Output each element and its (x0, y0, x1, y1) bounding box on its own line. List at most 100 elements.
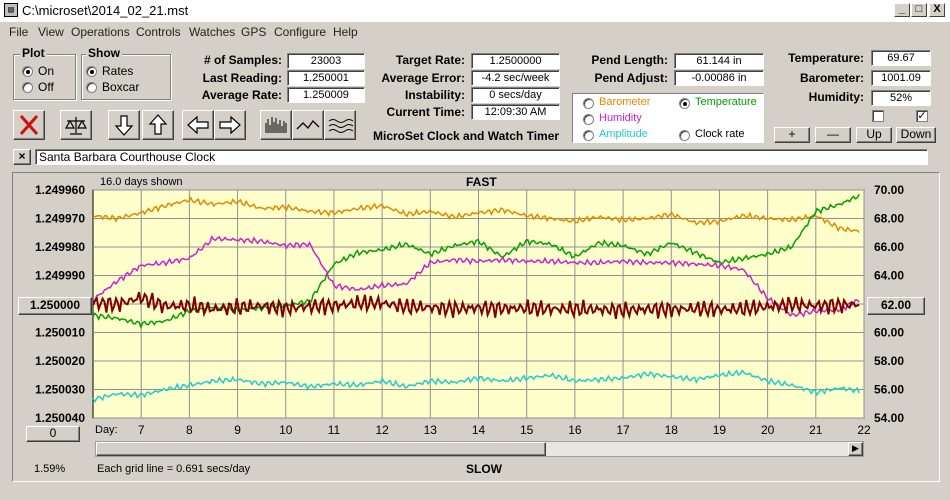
left-center-button[interactable]: 1.250000 (18, 297, 92, 315)
menu-controls[interactable]: Controls (136, 25, 181, 39)
right-center-button[interactable]: 62.00 (867, 297, 925, 315)
scale-up-button[interactable]: Up (856, 127, 892, 143)
left-tick-label: 1.249990 (35, 269, 85, 283)
window-title: C:\microset\2014_02_21.mst (22, 3, 189, 18)
humidity-radio[interactable] (583, 114, 594, 125)
barometer-label: Barometer: (799, 71, 864, 85)
right-tick-label: 68.00 (874, 212, 904, 226)
barometer-option[interactable]: Barometer (599, 96, 651, 108)
humidity-label: Humidity: (808, 90, 864, 104)
menu-view[interactable]: View (38, 25, 64, 39)
x-tick-label: 19 (713, 423, 727, 437)
env-checkbox-2[interactable]: ✓ (916, 110, 928, 122)
plot-group-title: Plot (20, 46, 47, 60)
samples-field: 23003 (287, 53, 365, 69)
left-tick-label: 1.250010 (35, 326, 85, 340)
app-caption: MicroSet Clock and Watch Timer (373, 129, 560, 143)
right-tick-label: 58.00 (874, 354, 904, 368)
temperature-field: 69.67 (871, 50, 931, 66)
line-view-button[interactable] (292, 110, 324, 140)
move-down-button[interactable] (108, 110, 140, 140)
x-tick-label: 18 (665, 423, 679, 437)
series-line-3 (92, 291, 860, 320)
percent-label: 1.59% (34, 463, 66, 475)
amplitude-option[interactable]: Amplitude (599, 128, 648, 140)
series-line-2 (92, 235, 860, 318)
target-rate-label: Target Rate: (395, 53, 465, 67)
menu-configure[interactable]: Configure (274, 25, 327, 39)
x-tick-label: 16 (568, 423, 582, 437)
clock-rate-radio[interactable] (679, 130, 690, 141)
days-shown-label: 16.0 days shown (100, 176, 183, 188)
bar-view-button[interactable] (260, 110, 292, 140)
left-tick-label: 1.249970 (35, 212, 85, 226)
show-boxcar-label: Boxcar (102, 80, 140, 94)
bottom-left-button[interactable]: 0 (26, 426, 80, 442)
temperature-label: Temperature: (788, 51, 864, 65)
menu-help[interactable]: Help (333, 25, 358, 39)
plot-frame (12, 172, 940, 482)
x-tick-label: 7 (138, 423, 145, 437)
target-rate-field[interactable]: 1.2500000 (471, 53, 560, 69)
right-tick-label: 54.00 (874, 411, 904, 425)
menu-gps[interactable]: GPS (241, 25, 267, 39)
left-tick-label: 1.249980 (35, 240, 85, 254)
scroll-right-arrow-icon[interactable]: ▶ (848, 442, 863, 456)
show-group (81, 54, 171, 100)
name-close-button[interactable]: × (13, 149, 31, 165)
menu-bar: File View Operations Controls Watches GP… (0, 22, 950, 42)
fast-label: FAST (466, 175, 497, 189)
arrow-down-icon (114, 115, 134, 136)
show-group-title: Show (86, 46, 122, 60)
scale-minus-button[interactable]: — (815, 127, 851, 143)
plot-off-label: Off (38, 80, 54, 94)
close-button[interactable]: X (929, 3, 945, 17)
barometer-radio[interactable] (583, 98, 594, 109)
stop-button[interactable] (13, 110, 45, 140)
scale-plus-button[interactable]: + (774, 127, 810, 143)
x-tick-label: 10 (279, 423, 293, 437)
env-checkbox-1[interactable] (872, 110, 884, 122)
horizontal-scrollbar[interactable]: ▶ (95, 441, 864, 457)
samples-label: # of Samples: (203, 53, 282, 67)
temperature-option[interactable]: Temperature (695, 96, 757, 108)
scale-down-button[interactable]: Down (896, 127, 936, 143)
menu-operations[interactable]: Operations (71, 25, 130, 39)
temperature-radio[interactable] (679, 98, 690, 109)
scrollbar-thumb[interactable] (96, 442, 546, 456)
average-error-label: Average Error: (381, 71, 465, 85)
close-x-icon (19, 115, 39, 135)
x-tick-label: 22 (857, 423, 871, 437)
average-error-field: -4.2 sec/week (471, 70, 560, 86)
show-boxcar-radio[interactable] (86, 82, 97, 93)
wave-view-button[interactable] (324, 110, 356, 140)
amplitude-radio[interactable] (583, 130, 594, 141)
maximize-button[interactable]: □ (911, 3, 927, 17)
x-tick-label: 11 (328, 423, 341, 437)
barometer-field: 1001.09 (871, 70, 931, 86)
show-rates-radio[interactable] (86, 66, 97, 77)
humidity-option[interactable]: Humidity (599, 112, 642, 124)
clock-rate-option[interactable]: Clock rate (695, 128, 745, 140)
x-tick-label: 15 (520, 423, 534, 437)
scroll-right-button[interactable] (214, 110, 246, 140)
app-icon[interactable]: ▤ (4, 3, 18, 17)
left-tick-label: 1.250030 (35, 383, 85, 397)
calibrate-button[interactable] (60, 110, 92, 140)
minimize-button[interactable]: _ (894, 3, 910, 17)
title-bar[interactable]: ▤ C:\microset\2014_02_21.mst _ □ X (0, 0, 950, 22)
plot-on-radio[interactable] (22, 66, 33, 77)
plot-off-radio[interactable] (22, 82, 33, 93)
x-tick-label: 13 (424, 423, 438, 437)
scroll-left-button[interactable] (182, 110, 214, 140)
x-tick-label: 8 (186, 423, 193, 437)
pend-length-label: Pend Length: (591, 53, 668, 67)
arrow-left-icon (187, 115, 209, 135)
clock-name-field[interactable]: Santa Barbara Courthouse Clock (35, 149, 928, 165)
menu-watches[interactable]: Watches (189, 25, 236, 39)
menu-file[interactable]: File (9, 25, 29, 39)
move-up-button[interactable] (142, 110, 174, 140)
pend-length-field[interactable]: 61.144 in (674, 53, 764, 69)
